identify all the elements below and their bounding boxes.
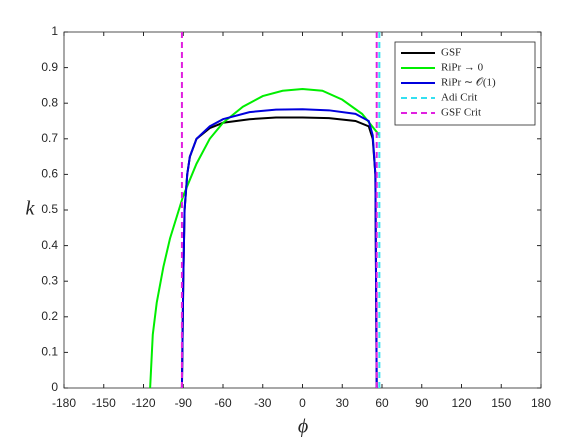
y-tick-label: 0.4 bbox=[41, 238, 58, 252]
x-tick-label: -180 bbox=[52, 396, 76, 410]
y-tick-label: 0.8 bbox=[41, 95, 58, 109]
legend-label: RiPr → 0 bbox=[441, 62, 484, 74]
legend-label: Adi Crit bbox=[441, 92, 477, 104]
x-tick-label: 150 bbox=[491, 396, 511, 410]
y-tick-label: 0.5 bbox=[41, 202, 58, 216]
x-tick-label: 90 bbox=[415, 396, 429, 410]
y-axis-label: k bbox=[26, 198, 36, 220]
y-tick-label: 0.3 bbox=[41, 273, 58, 287]
x-tick-label: 60 bbox=[375, 396, 389, 410]
y-tick-label: 0.6 bbox=[41, 167, 58, 181]
series-line bbox=[149, 87, 381, 389]
legend-label: GSF bbox=[441, 47, 461, 59]
legend: GSF RiPr → 0 RiPr ∼ 𝒪(1) Adi Crit GSF Crit bbox=[394, 41, 536, 126]
legend-label: GSF Crit bbox=[441, 107, 481, 119]
x-tick-label: 180 bbox=[531, 396, 551, 410]
y-tick-label: 0.2 bbox=[41, 309, 58, 323]
x-tick-label: -90 bbox=[175, 396, 193, 410]
x-tick-label: 30 bbox=[336, 396, 350, 410]
y-tick-label: 0.7 bbox=[41, 131, 58, 145]
series-line bbox=[180, 108, 378, 389]
x-tick-label: -30 bbox=[254, 396, 272, 410]
y-tick-label: 0 bbox=[51, 380, 58, 394]
y-tick-label: 0.9 bbox=[41, 60, 58, 74]
x-tick-label: -60 bbox=[214, 396, 232, 410]
y-tick-label: 1 bbox=[51, 24, 58, 38]
x-tick-label: 120 bbox=[451, 396, 471, 410]
y-tick-label: 0.1 bbox=[41, 345, 58, 359]
x-axis-label: ϕ bbox=[298, 416, 308, 438]
x-tick-label: -120 bbox=[131, 396, 155, 410]
legend-label: RiPr ∼ 𝒪(1) bbox=[441, 77, 496, 89]
x-tick-label: 0 bbox=[299, 396, 306, 410]
x-tick-label: -150 bbox=[92, 396, 116, 410]
